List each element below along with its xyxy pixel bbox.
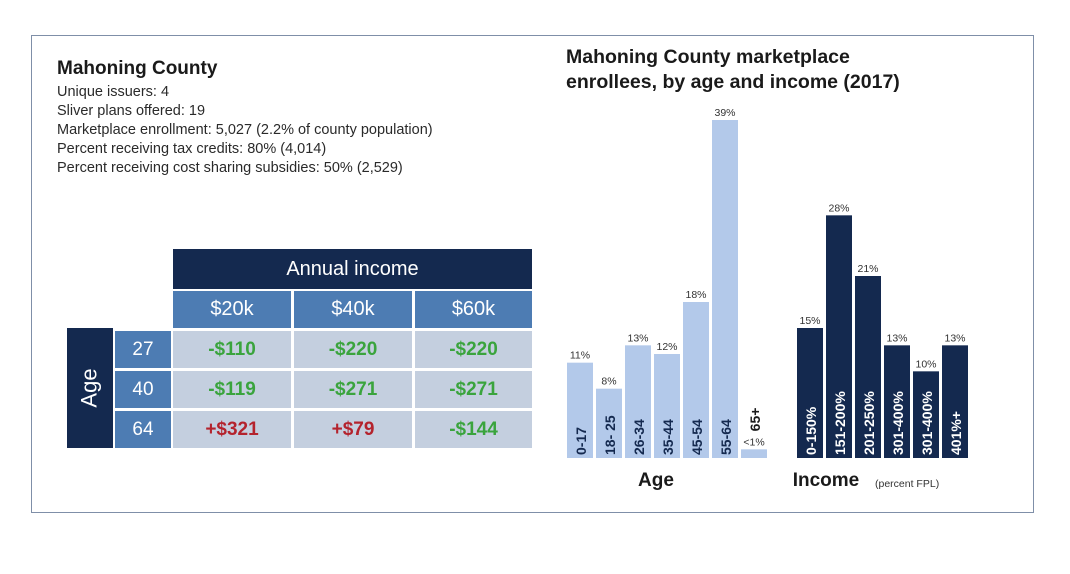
data-label: 8%	[601, 376, 616, 388]
category-label: 0-150%	[803, 406, 819, 455]
data-label: 18%	[685, 289, 706, 301]
bar-income-0	[797, 328, 823, 458]
category-label: 26-34	[631, 419, 647, 455]
bar-age-1	[596, 388, 622, 458]
bar-age-0	[567, 362, 593, 458]
bar-age-3	[654, 354, 680, 458]
category-label: 35-44	[660, 419, 676, 455]
column-header-40k: $40k	[294, 291, 412, 328]
column-header-20k: $20k	[173, 291, 291, 328]
data-label: 13%	[627, 332, 648, 344]
category-label: 401%+	[948, 411, 964, 455]
data-label: 28%	[828, 202, 849, 214]
category-label: 55-64	[718, 419, 734, 455]
age-cell-27: 27	[115, 331, 171, 368]
column-header-60k: $60k	[415, 291, 532, 328]
table-cell: -$271	[294, 371, 412, 408]
data-label: 10%	[915, 358, 936, 370]
axis-title: Income	[793, 470, 860, 491]
table-cell: -$271	[415, 371, 532, 408]
table-cell: -$119	[173, 371, 291, 408]
table-cell: -$220	[294, 331, 412, 368]
data-label: <1%	[743, 436, 764, 448]
category-label: 151-200%	[832, 391, 848, 455]
data-label: 12%	[656, 341, 677, 353]
info-enrollment: Marketplace enrollment: 5,027 (2.2% of c…	[57, 122, 433, 138]
table-cell: -$110	[173, 331, 291, 368]
category-label: 301-400%	[919, 391, 935, 455]
bar-income-5	[942, 345, 968, 458]
data-label: 11%	[570, 350, 590, 362]
info-unique-issuers: Unique issuers: 4	[57, 84, 170, 100]
axis-title: Age	[638, 470, 674, 491]
info-tax-credits: Percent receiving tax credits: 80% (4,01…	[57, 141, 327, 157]
data-label: 13%	[944, 332, 965, 344]
data-label: 13%	[886, 332, 907, 344]
category-label: 45-54	[689, 419, 705, 455]
annual-income-header: Annual income	[173, 249, 532, 289]
figure-frame	[31, 35, 1034, 513]
table-cell: -$144	[415, 411, 532, 448]
data-label: 39%	[714, 107, 735, 119]
age-cell-64: 64	[115, 411, 171, 448]
info-silver-plans: Sliver plans offered: 19	[57, 103, 206, 119]
chart-title-line-2: enrollees, by age and income (2017)	[566, 71, 900, 93]
bar-age-4	[683, 302, 709, 458]
chart-title-line-1: Mahoning County marketplace	[566, 46, 850, 68]
category-label: 65+	[747, 408, 763, 432]
county-info: Mahoning County Unique issuers: 4 Sliver…	[57, 58, 433, 178]
bar-age-6	[741, 449, 767, 458]
category-label: 0-17	[573, 427, 589, 455]
age-cell-40: 40	[115, 371, 171, 408]
bar-age-2	[625, 345, 651, 458]
county-title: Mahoning County	[57, 58, 218, 79]
age-row-label: Age	[67, 328, 113, 448]
axis-note: (percent FPL)	[875, 478, 939, 490]
category-label: 18- 25	[602, 415, 618, 455]
data-label: 15%	[799, 315, 820, 327]
bar-income-1	[826, 215, 852, 458]
category-label: 201-250%	[861, 391, 877, 455]
bar-income-4	[913, 371, 939, 458]
chart-title: Mahoning County marketplace enrollees, b…	[566, 45, 900, 95]
table-cell: +$79	[294, 411, 412, 448]
bar-age-5	[712, 120, 738, 458]
data-label: 21%	[857, 263, 878, 275]
bar-income-3	[884, 345, 910, 458]
table-cell: +$321	[173, 411, 291, 448]
bar-income-2	[855, 276, 881, 458]
table-cell: -$220	[415, 331, 532, 368]
category-label: 301-400%	[890, 391, 906, 455]
info-cost-sharing: Percent receiving cost sharing subsidies…	[57, 160, 403, 176]
